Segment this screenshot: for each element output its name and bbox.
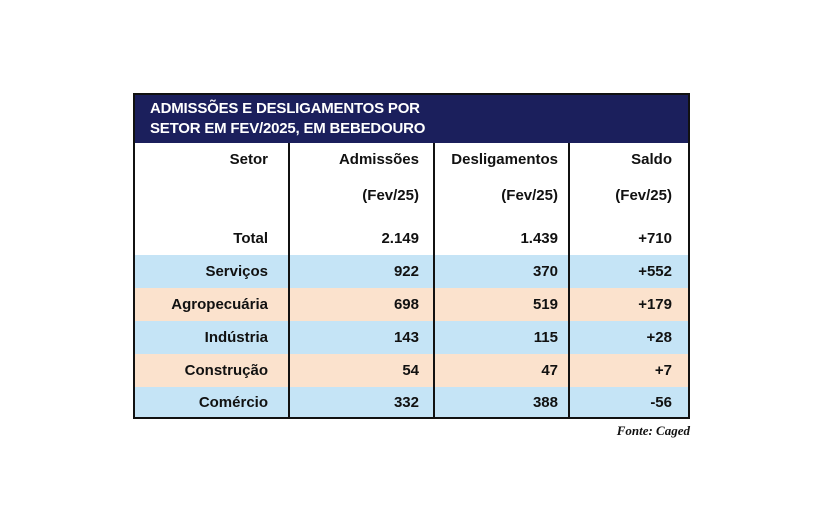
row-setor: Indústria [204,329,268,346]
row-saldo: -56 [650,393,672,411]
total-admissoes: 2.149 [381,229,419,247]
table-title: ADMISSÕES E DESLIGAMENTOS POR SETOR EM F… [135,95,688,143]
row-setor: Agropecuária [171,296,268,313]
row-admissoes: 143 [393,329,419,346]
table-row: Construção 54 47 +7 [135,354,688,387]
total-desligamentos: 1.439 [520,229,558,247]
table-row: Indústria 143 115 +28 [135,321,688,354]
table-row: Serviços 922 370 +552 [135,255,688,288]
row-saldo: +552 [638,263,672,280]
table-row: Comércio 332 388 -56 [135,387,688,417]
column-divider [568,143,570,417]
column-divider [288,143,290,417]
row-desligamentos: 47 [541,362,558,379]
table-row: Agropecuária 698 519 +179 [135,288,688,321]
header-row: Setor Admissões (Fev/25) Desligamentos (… [135,143,688,240]
row-saldo: +7 [654,362,672,379]
header-admissoes: Admissões (Fev/25) [338,151,419,204]
table-title-line2: SETOR EM FEV/2025, EM BEBEDOURO [150,120,426,137]
row-admissoes: 922 [393,263,419,280]
row-desligamentos: 519 [532,296,558,313]
row-admissoes: 698 [393,296,419,313]
row-saldo: +28 [646,329,672,346]
total-saldo: +710 [638,229,672,247]
header-desligamentos: Desligamentos (Fev/25) [451,151,558,204]
row-admissoes: 332 [393,393,419,411]
row-setor: Comércio [198,393,268,411]
row-desligamentos: 115 [533,329,558,346]
table-title-line1: ADMISSÕES E DESLIGAMENTOS POR [150,100,420,117]
header-saldo: Saldo (Fev/25) [615,151,672,204]
row-desligamentos: 388 [532,393,558,411]
column-divider [433,143,435,417]
header-setor: Setor [229,151,268,168]
row-desligamentos: 370 [532,263,558,280]
table-grid: Setor Admissões (Fev/25) Desligamentos (… [135,143,688,417]
total-row: Total 2.149 1.439 +710 [135,221,688,255]
source-note: Fonte: Caged [616,423,690,438]
data-table: ADMISSÕES E DESLIGAMENTOS POR SETOR EM F… [133,93,690,419]
row-saldo: +179 [638,296,672,313]
row-setor: Serviços [205,263,268,280]
row-setor: Construção [184,362,268,379]
total-label: Total [233,229,268,247]
row-admissoes: 54 [402,362,419,379]
